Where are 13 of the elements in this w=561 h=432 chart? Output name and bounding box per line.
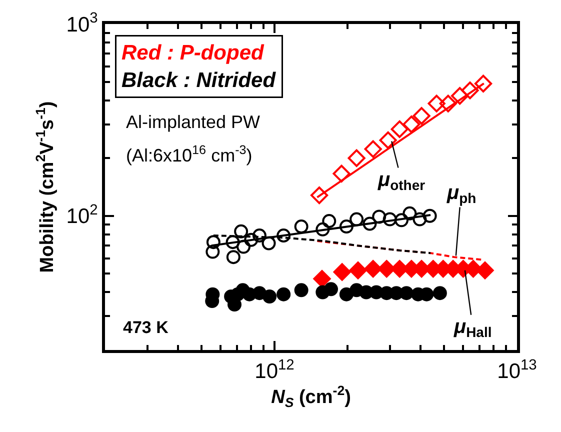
x-tick-label: 10$^{13}$ — [497, 357, 537, 384]
y-tick-label: 10$^{2}$ — [66, 202, 98, 228]
annotation: Al-implanted PW — [126, 112, 260, 132]
annotation: μ$_{ph}$ — [446, 182, 476, 206]
annotation: μ$_{other}$ — [377, 169, 426, 194]
annotation: 473 K — [123, 318, 170, 337]
annotation: Red : P-doped — [122, 42, 265, 64]
x-tick-label: 10$^{12}$ — [254, 357, 294, 384]
annotation: (Al:6x10$^{16}$ cm$^{-3}$) — [126, 143, 252, 166]
x-axis-title: N$_{S}$ (cm$^{-2}$) — [271, 383, 351, 410]
y-tick-label: 10$^{3}$ — [66, 10, 98, 36]
annotation: Black : Nitrided — [122, 68, 277, 92]
annotation: μ$_{Hall}$ — [453, 316, 492, 340]
